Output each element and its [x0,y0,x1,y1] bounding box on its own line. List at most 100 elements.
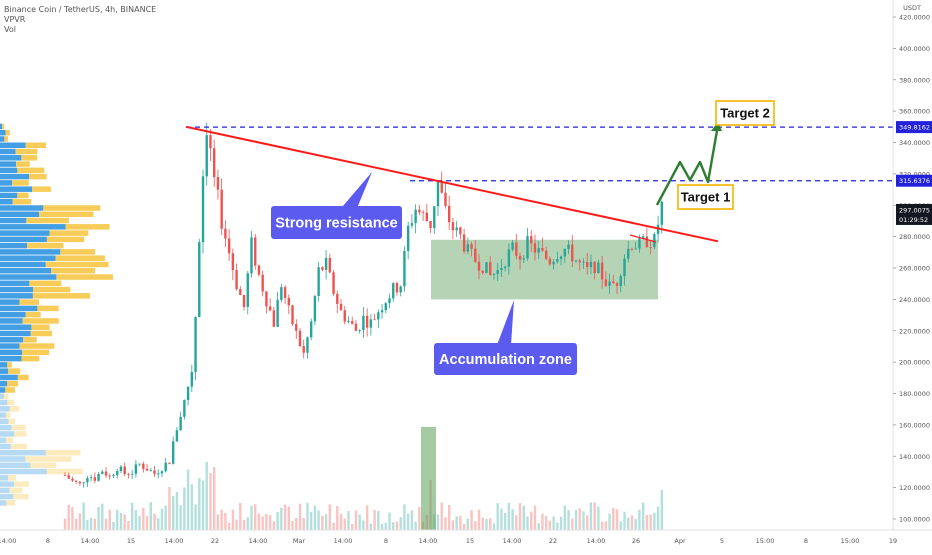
volume-bar [567,510,570,530]
volume-bar [220,509,223,530]
volume-profile-bar-sell [5,412,11,418]
candle-body [257,265,261,275]
time-tick-label: 15 [127,537,135,545]
candle-body [362,315,365,331]
candle-body [317,267,320,297]
candle-body [414,209,417,224]
volume-bar [171,496,175,530]
candle-body [227,238,231,254]
volume-bar [254,504,257,530]
candle-body [336,293,339,304]
indicator-vpvr[interactable]: VPVR [4,15,26,24]
candle-body [429,221,432,228]
candle-body [436,180,440,207]
candle-body [168,462,171,464]
volume-profile-bar-sell [56,274,113,280]
price-tick-label: 400.0000 [899,45,930,53]
candle-body [604,279,608,286]
volume-bar [205,461,208,530]
volume-profile-bar-sell [5,387,15,393]
resistance-pointer [337,172,372,213]
volume-bar [160,508,164,530]
volume-bar [638,509,641,530]
candle-body [179,416,182,431]
volume-profile-bar-buy [0,418,9,425]
volume-bar [406,513,410,530]
candle-body [403,250,406,287]
candle-body [500,268,503,271]
callouts: Strong resistance Accumulation zone Target… [271,100,775,375]
volume-bar [183,487,186,530]
candle-body [474,248,477,262]
volume-bar [261,516,264,530]
volume-bar [593,502,596,530]
candle-body [556,259,559,262]
volume-bar [373,510,376,530]
candle-body [145,468,149,471]
price-label-349-bg [896,121,932,134]
volume-profile-bar-sell [5,437,14,443]
volume-bar [104,518,108,530]
time-tick-label: 14:00 [419,537,438,545]
volume-profile-bar-sell [7,380,18,387]
projection-path [655,124,720,206]
candle-body [470,244,473,249]
drawing-lines [185,122,893,243]
volume-bar [533,505,537,530]
volume-bar [164,505,167,530]
candle-body [183,399,186,417]
volume-profile-bar-sell [46,468,83,475]
time-axis[interactable]: 14:00 8 14:00 15 14:00 22 14:00 Mar 14:00 8 14:00 1… [0,529,932,545]
symbol-title[interactable]: Binance Coin / TetherUS, 4h, BINANCE [4,5,157,14]
candle-body [157,473,160,475]
volume-bar [317,510,320,530]
volume-profile-bar-sell [16,161,30,167]
candle-body [563,248,567,257]
volume-profile-bar-buy [0,449,46,456]
volume-bar [149,502,152,530]
indicator-vol[interactable]: Vol [4,25,16,34]
volume-bar [283,504,287,530]
volume-profile-bar-sell [29,173,47,180]
volume-profile-bar-buy [0,456,26,462]
candle-body [224,228,227,239]
candle-body [410,223,414,226]
volume-profile-bar-buy [0,136,5,142]
candle-body [67,475,70,479]
candle-body [492,273,496,275]
candle-body [302,346,305,353]
volume-profile-bar-sell [30,462,57,469]
candle-body [127,474,130,475]
volume-profile-bar-sell [29,280,62,287]
candle-body [377,312,380,320]
candle-body [112,474,115,476]
candle-body [466,244,470,252]
volume-profile-bar-sell [10,443,28,450]
candle-body [280,287,283,300]
candle-body [369,319,373,328]
candle-body [586,261,589,268]
volume-profile-bar-sell [51,268,96,274]
target-2-callout-text: Target 2 [720,106,770,121]
candle-body [481,270,484,273]
candle-body [220,189,223,229]
volume-bar [477,509,481,530]
volume-profile-bar-sell [23,337,37,343]
volume-bar [354,510,358,530]
volume-profile-bar-sell [22,349,50,356]
time-tick-label: 5 [720,537,724,545]
price-axis[interactable]: USDT 100.0000 120.0000 140.0000 160.0000 180.… [892,0,932,530]
volume-bar [295,517,298,530]
volume-bar [384,522,387,530]
volume-profile-bar-buy [0,349,23,356]
volume-bar [526,516,529,530]
candle-body [559,256,563,260]
volume-profile-bar-sell [32,293,90,299]
volume-bar [392,522,395,530]
target-2-callout-box [715,100,775,126]
volume-bar [615,509,619,530]
candle-body [418,209,421,213]
volume-bar [168,487,171,530]
